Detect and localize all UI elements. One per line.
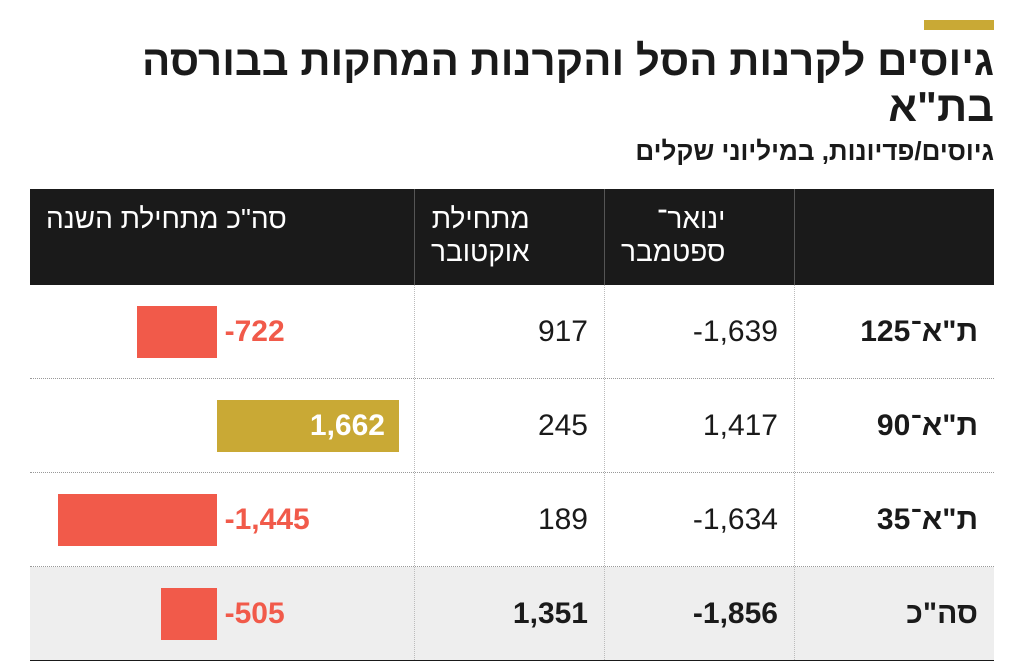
row-value-jan-sep: -1,639 (604, 285, 794, 378)
table-header: ינואר־ ספטמבר מתחילת אוקטובר סה"כ מתחילת… (30, 189, 994, 285)
ytd-bar-label: 1,662 (310, 409, 385, 443)
row-value-jan-sep: -1,856 (604, 567, 794, 660)
row-value-jan-sep: -1,634 (604, 473, 794, 566)
chart-subtitle: גיוסים/פדיונות, במיליוני שקלים (30, 136, 994, 167)
ytd-bar-label: -722 (225, 315, 285, 349)
table-row: ת"א־125-1,639917 -722 (30, 285, 994, 379)
header-col2: מתחילת אוקטובר (414, 189, 604, 285)
row-label: סה"כ (794, 567, 994, 660)
row-bar-cell: -1,445 (30, 473, 414, 566)
chart-title: גיוסים לקרנות הסל והקרנות המחקות בבורסה … (30, 38, 994, 130)
row-label: ת"א־125 (794, 285, 994, 378)
table-row: ת"א־35-1,634189 -1,445 (30, 473, 994, 567)
data-table: ינואר־ ספטמבר מתחילת אוקטובר סה"כ מתחילת… (30, 189, 994, 661)
ytd-bar: -722 (137, 306, 216, 358)
row-value-oct: 245 (414, 379, 604, 472)
row-bar-cell: -505 (30, 567, 414, 660)
ytd-bar-label: -1,445 (225, 503, 310, 537)
row-bar-cell: -722 (30, 285, 414, 378)
row-bar-cell: 1,662 (30, 379, 414, 472)
ytd-bar: 1,662 (217, 400, 399, 452)
ytd-bar: -505 (161, 588, 216, 640)
table-row: ת"א־901,417245 1,662 (30, 379, 994, 473)
row-label: ת"א־90 (794, 379, 994, 472)
ytd-bar: -1,445 (58, 494, 217, 546)
ytd-bar-label: -505 (225, 597, 285, 631)
header-label (794, 189, 994, 285)
row-value-oct: 917 (414, 285, 604, 378)
header-col1: ינואר־ ספטמבר (604, 189, 794, 285)
accent-bar (924, 20, 994, 30)
table-row: סה"כ-1,8561,351 -505 (30, 567, 994, 661)
header-col-bar: סה"כ מתחילת השנה (30, 189, 414, 285)
row-value-oct: 1,351 (414, 567, 604, 660)
row-label: ת"א־35 (794, 473, 994, 566)
row-value-jan-sep: 1,417 (604, 379, 794, 472)
row-value-oct: 189 (414, 473, 604, 566)
